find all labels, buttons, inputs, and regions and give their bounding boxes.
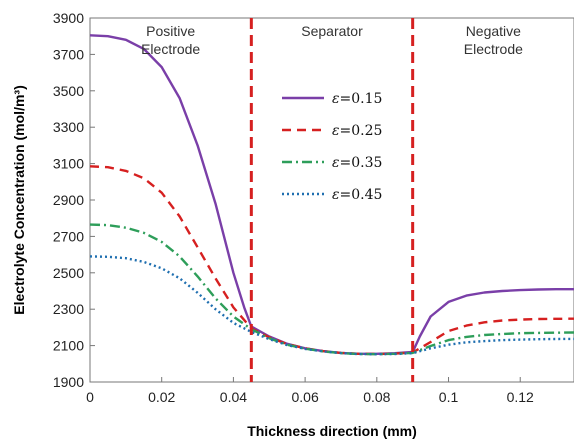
x-tick-label: 0.08 <box>363 389 390 405</box>
x-tick-label: 0.02 <box>148 389 175 405</box>
series-line <box>89 165 574 356</box>
y-tick-label: 3700 <box>53 46 84 62</box>
region-label: Positive <box>146 23 195 39</box>
x-axis-title: Thickness direction (mm) <box>247 423 417 439</box>
y-tick-label: 3500 <box>53 83 84 99</box>
y-tick-label: 2100 <box>53 338 84 354</box>
y-tick-label: 2900 <box>53 192 84 208</box>
y-tick-label: 3900 <box>53 10 84 26</box>
legend-label: ε=0.25 <box>332 123 382 139</box>
series-line <box>89 255 574 356</box>
y-tick-label: 3100 <box>53 156 84 172</box>
region-label: Electrode <box>141 41 200 57</box>
region-label: Electrode <box>464 41 523 57</box>
y-tick-label: 3300 <box>53 119 84 135</box>
x-tick-label: 0.06 <box>291 389 318 405</box>
x-axis: 0 0.02 0.04 0.06 0.08 0.1 0.12 <box>86 377 534 405</box>
series-layer <box>89 34 574 356</box>
legend-label: ε=0.35 <box>332 155 382 171</box>
region-label: Separator <box>301 23 363 39</box>
y-tick-label: 2500 <box>53 265 84 281</box>
legend: ε=0.15 ε=0.25 ε=0.35 ε=0.45 <box>282 91 382 203</box>
y-axis-title: Electrolyte Concentration (mol/m³) <box>11 85 27 314</box>
y-tick-label: 1900 <box>53 374 84 390</box>
y-tick-label: 2300 <box>53 301 84 317</box>
legend-label: ε=0.45 <box>332 187 382 203</box>
series-line <box>89 223 574 356</box>
x-tick-label: 0.1 <box>439 389 459 405</box>
electrode-boundaries <box>249 18 415 382</box>
legend-label: ε=0.15 <box>332 91 382 107</box>
y-axis: 1900 2100 2300 2500 2700 2900 3100 3300 3500 3700… <box>53 10 95 390</box>
x-tick-label: 0.04 <box>220 389 247 405</box>
region-labels: Positive Electrode Separator Negative Electr… <box>141 23 523 57</box>
y-tick-label: 2700 <box>53 228 84 244</box>
plot-area <box>89 17 574 383</box>
x-tick-label: 0 <box>86 389 94 405</box>
region-label: Negative <box>466 23 521 39</box>
x-tick-label: 0.12 <box>507 389 534 405</box>
